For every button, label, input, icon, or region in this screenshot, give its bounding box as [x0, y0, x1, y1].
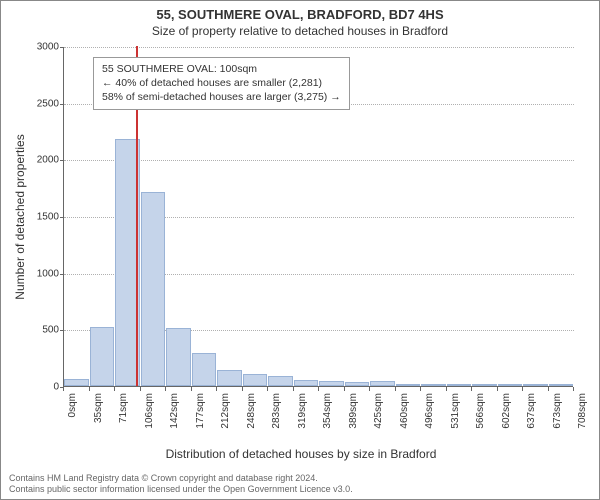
- xtick-mark: [522, 387, 523, 391]
- xtick-mark: [267, 387, 268, 391]
- xtick-mark: [395, 387, 396, 391]
- histogram-bar: [166, 328, 191, 386]
- xtick-mark: [191, 387, 192, 391]
- histogram-bar: [217, 370, 242, 386]
- xtick-label: 602sqm: [501, 393, 512, 453]
- histogram-bar: [421, 384, 446, 386]
- histogram-bar: [396, 384, 421, 386]
- histogram-bar: [523, 384, 548, 386]
- xtick-label: 71sqm: [118, 393, 129, 453]
- histogram-bar: [268, 376, 293, 386]
- x-axis-label: Distribution of detached houses by size …: [1, 447, 600, 461]
- ytick-label: 0: [19, 382, 59, 393]
- annotation-line1: 55 SOUTHMERE OVAL: 100sqm: [102, 62, 341, 76]
- footer-line1: Contains HM Land Registry data © Crown c…: [9, 473, 353, 484]
- xtick-mark: [471, 387, 472, 391]
- xtick-mark: [242, 387, 243, 391]
- histogram-bar: [294, 380, 319, 386]
- xtick-label: 531sqm: [450, 393, 461, 453]
- xtick-label: 142sqm: [169, 393, 180, 453]
- xtick-mark: [114, 387, 115, 391]
- histogram-bar: [192, 353, 217, 386]
- xtick-mark: [573, 387, 574, 391]
- xtick-label: 283sqm: [271, 393, 282, 453]
- xtick-label: 319sqm: [297, 393, 308, 453]
- ytick-label: 500: [19, 325, 59, 336]
- histogram-bar: [90, 327, 115, 386]
- xtick-mark: [165, 387, 166, 391]
- xtick-mark: [446, 387, 447, 391]
- chart-container: 55, SOUTHMERE OVAL, BRADFORD, BD7 4HS Si…: [0, 0, 600, 500]
- histogram-bar: [345, 382, 370, 386]
- gridline: [64, 47, 574, 48]
- xtick-label: 248sqm: [246, 393, 257, 453]
- xtick-label: 460sqm: [399, 393, 410, 453]
- xtick-mark: [369, 387, 370, 391]
- histogram-bar: [141, 192, 166, 386]
- gridline: [64, 160, 574, 161]
- xtick-mark: [89, 387, 90, 391]
- ytick-mark: [60, 160, 64, 161]
- xtick-label: 177sqm: [195, 393, 206, 453]
- histogram-bar: [549, 384, 574, 386]
- ytick-mark: [60, 47, 64, 48]
- histogram-bar: [243, 374, 268, 386]
- xtick-mark: [497, 387, 498, 391]
- xtick-label: 637sqm: [526, 393, 537, 453]
- xtick-mark: [548, 387, 549, 391]
- ytick-label: 2500: [19, 98, 59, 109]
- histogram-bar: [498, 384, 523, 386]
- xtick-label: 354sqm: [322, 393, 333, 453]
- histogram-bar: [370, 381, 395, 386]
- histogram-bar: [472, 384, 497, 386]
- ytick-mark: [60, 104, 64, 105]
- xtick-label: 496sqm: [424, 393, 435, 453]
- ytick-mark: [60, 330, 64, 331]
- xtick-label: 212sqm: [220, 393, 231, 453]
- xtick-label: 708sqm: [577, 393, 588, 453]
- footer-line2: Contains public sector information licen…: [9, 484, 353, 495]
- ytick-mark: [60, 217, 64, 218]
- ytick-mark: [60, 274, 64, 275]
- xtick-label: 35sqm: [93, 393, 104, 453]
- xtick-mark: [344, 387, 345, 391]
- footer-attribution: Contains HM Land Registry data © Crown c…: [9, 473, 353, 496]
- xtick-label: 106sqm: [144, 393, 155, 453]
- chart-title-main: 55, SOUTHMERE OVAL, BRADFORD, BD7 4HS: [1, 7, 599, 22]
- xtick-mark: [140, 387, 141, 391]
- xtick-mark: [63, 387, 64, 391]
- xtick-label: 0sqm: [67, 393, 78, 453]
- xtick-mark: [293, 387, 294, 391]
- xtick-label: 566sqm: [475, 393, 486, 453]
- annotation-line3: 58% of semi-detached houses are larger (…: [102, 90, 341, 104]
- xtick-mark: [318, 387, 319, 391]
- xtick-mark: [216, 387, 217, 391]
- xtick-label: 389sqm: [348, 393, 359, 453]
- ytick-label: 3000: [19, 42, 59, 53]
- xtick-label: 425sqm: [373, 393, 384, 453]
- chart-title-sub: Size of property relative to detached ho…: [1, 24, 599, 38]
- xtick-mark: [420, 387, 421, 391]
- annotation-line2: ← 40% of detached houses are smaller (2,…: [102, 76, 341, 90]
- annotation-box: 55 SOUTHMERE OVAL: 100sqm ← 40% of detac…: [93, 57, 350, 110]
- histogram-bar: [64, 379, 89, 386]
- histogram-bar: [447, 384, 472, 386]
- histogram-bar: [319, 381, 344, 386]
- xtick-label: 673sqm: [552, 393, 563, 453]
